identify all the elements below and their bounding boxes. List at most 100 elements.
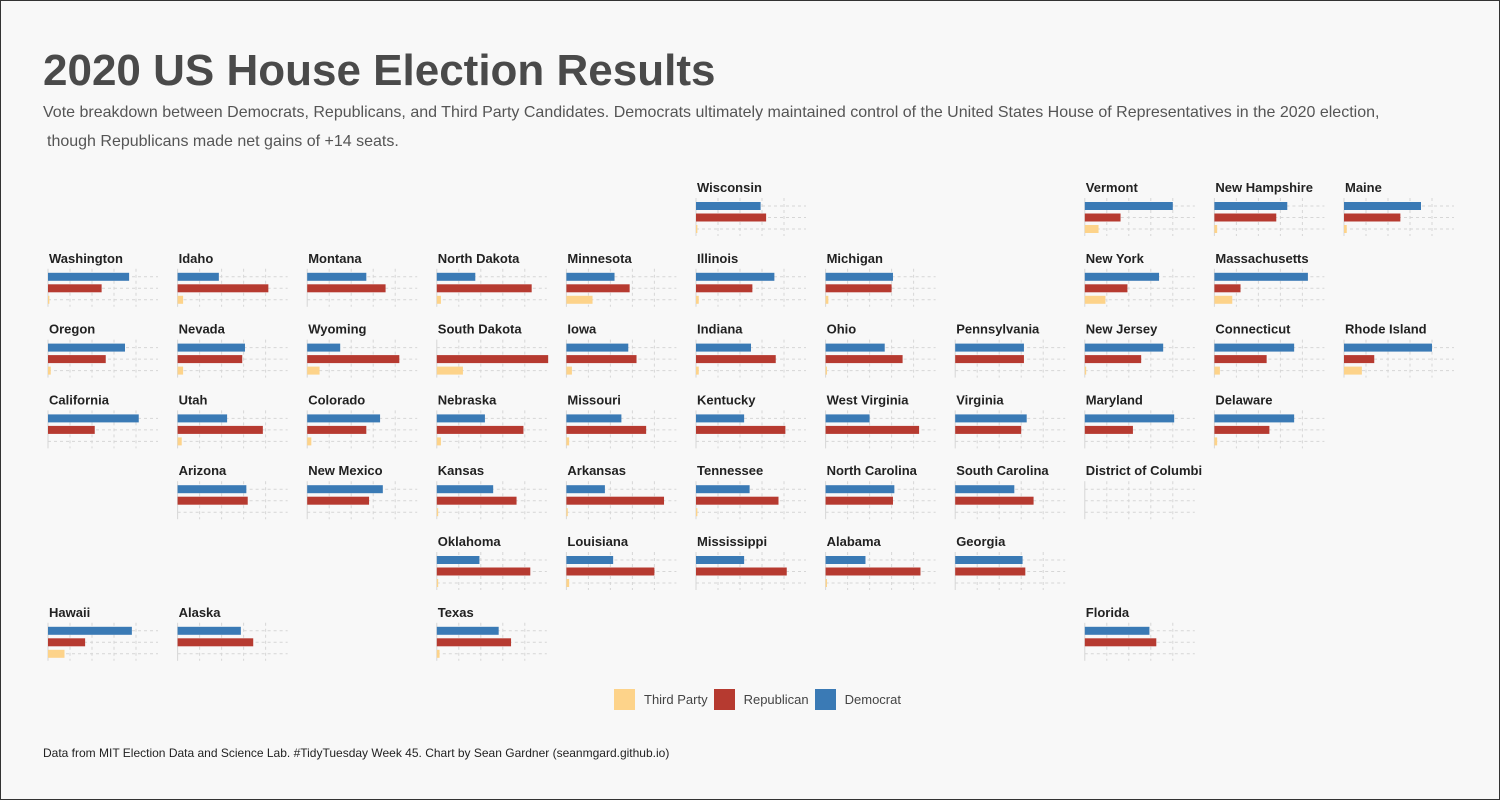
bar-republican-utah <box>177 425 263 434</box>
bar-third-party-wyoming <box>307 366 320 375</box>
bar-republican-kansas <box>436 496 517 505</box>
state-label-california: California <box>49 392 110 407</box>
bar-third-party-rhode-island <box>1344 366 1362 375</box>
bar-third-party-vermont <box>1084 225 1099 233</box>
bar-third-party-north-dakota <box>436 295 441 304</box>
bar-democrat-oregon <box>48 343 125 352</box>
bar-third-party-ohio <box>825 366 827 375</box>
bar-democrat-kansas <box>436 485 494 494</box>
bar-republican-arizona <box>177 496 248 505</box>
state-panel-north-dakota: North Dakota <box>436 251 547 307</box>
bar-third-party-wisconsin <box>696 225 698 233</box>
state-label-louisiana: Louisiana <box>567 534 628 549</box>
bar-republican-michigan <box>825 284 892 293</box>
bar-democrat-new-york <box>1084 272 1160 281</box>
bar-third-party-texas <box>436 649 440 658</box>
state-label-new-york: New York <box>1086 251 1145 266</box>
bar-democrat-alaska <box>177 626 241 635</box>
bar-democrat-arizona <box>177 485 247 494</box>
state-panel-alaska: Alaska <box>177 605 288 661</box>
state-label-new-hampshire: New Hampshire <box>1215 180 1313 195</box>
bar-third-party-kansas <box>436 508 439 517</box>
state-label-alaska: Alaska <box>179 605 222 620</box>
bar-democrat-florida <box>1084 626 1150 635</box>
bar-democrat-missouri <box>566 414 622 423</box>
bar-republican-delaware <box>1214 425 1270 434</box>
state-panel-district-of-columbi: District of Columbi <box>1084 463 1202 520</box>
state-label-utah: Utah <box>179 392 208 407</box>
state-panel-nevada: Nevada <box>177 322 288 378</box>
state-panel-north-carolina: North Carolina <box>825 463 936 520</box>
bar-republican-pennsylvania <box>955 355 1024 364</box>
bar-republican-wisconsin <box>696 213 767 222</box>
state-label-maine: Maine <box>1345 180 1382 195</box>
state-panel-oregon: Oregon <box>47 322 158 378</box>
bar-third-party-idaho <box>177 295 184 304</box>
state-label-nebraska: Nebraska <box>438 392 497 407</box>
bar-democrat-mississippi <box>696 556 745 564</box>
bar-democrat-iowa <box>566 343 629 352</box>
legend-item-third-party: Third Party <box>614 689 708 710</box>
state-panel-hawaii: Hawaii <box>47 605 158 661</box>
state-label-texas: Texas <box>438 605 474 620</box>
bar-republican-tennessee <box>696 496 779 505</box>
bar-republican-indiana <box>696 355 776 364</box>
state-label-connecticut: Connecticut <box>1215 322 1291 337</box>
state-label-south-dakota: South Dakota <box>438 322 523 337</box>
state-panel-south-dakota: South Dakota <box>436 322 549 378</box>
state-panel-minnesota: Minnesota <box>565 251 677 307</box>
bar-democrat-michigan <box>825 272 893 281</box>
chart-title: 2020 US House Election Results <box>43 46 716 95</box>
state-panel-florida: Florida <box>1084 605 1195 661</box>
state-label-ohio: Ohio <box>827 322 857 337</box>
bar-republican-alabama <box>825 567 921 576</box>
legend-swatch-democrat <box>814 689 836 710</box>
state-label-montana: Montana <box>308 251 362 266</box>
bar-third-party-indiana <box>696 366 699 375</box>
state-panel-vermont: Vermont <box>1084 180 1195 236</box>
bar-republican-west-virginia <box>825 425 920 434</box>
legend-swatch-republican <box>713 689 735 710</box>
state-panel-idaho: Idaho <box>177 251 288 307</box>
bar-democrat-virginia <box>955 414 1027 423</box>
state-label-minnesota: Minnesota <box>567 251 632 266</box>
bar-third-party-utah <box>177 437 182 446</box>
bar-third-party-new-york <box>1084 295 1106 304</box>
state-panel-south-carolina: South Carolina <box>954 463 1066 520</box>
bar-democrat-minnesota <box>566 272 615 281</box>
bar-democrat-ohio <box>825 343 885 352</box>
bar-republican-montana <box>307 284 386 293</box>
bar-democrat-new-jersey <box>1084 343 1164 352</box>
bar-republican-arkansas <box>566 496 665 505</box>
bar-republican-texas <box>436 638 512 647</box>
state-label-illinois: Illinois <box>697 251 738 266</box>
state-label-kentucky: Kentucky <box>697 392 756 407</box>
state-label-south-carolina: South Carolina <box>956 463 1049 478</box>
bar-democrat-arkansas <box>566 485 605 494</box>
state-label-washington: Washington <box>49 251 123 266</box>
state-label-new-jersey: New Jersey <box>1086 322 1158 337</box>
bar-republican-wyoming <box>307 355 400 364</box>
bar-democrat-new-mexico <box>307 485 383 494</box>
bar-third-party-nebraska <box>436 437 441 446</box>
bar-republican-iowa <box>566 355 637 364</box>
bar-democrat-georgia <box>955 556 1023 564</box>
bar-democrat-alabama <box>825 556 866 564</box>
bar-third-party-oregon <box>48 366 51 375</box>
bar-democrat-indiana <box>696 343 751 352</box>
bar-republican-georgia <box>955 567 1026 576</box>
bar-third-party-delaware <box>1214 437 1218 446</box>
state-panel-connecticut: Connecticut <box>1213 322 1325 378</box>
bar-republican-nebraska <box>436 425 524 434</box>
bar-republican-new-hampshire <box>1214 213 1277 222</box>
bar-democrat-maryland <box>1084 414 1175 423</box>
state-label-virginia: Virginia <box>956 392 1004 407</box>
subtitle-line-1: Vote breakdown between Democrats, Republ… <box>43 104 1380 121</box>
bar-democrat-maine <box>1344 202 1421 210</box>
bar-democrat-pennsylvania <box>955 343 1024 352</box>
bar-republican-south-dakota <box>436 355 549 364</box>
bar-democrat-utah <box>177 414 228 423</box>
bar-third-party-illinois <box>696 295 699 304</box>
state-label-iowa: Iowa <box>567 322 597 337</box>
